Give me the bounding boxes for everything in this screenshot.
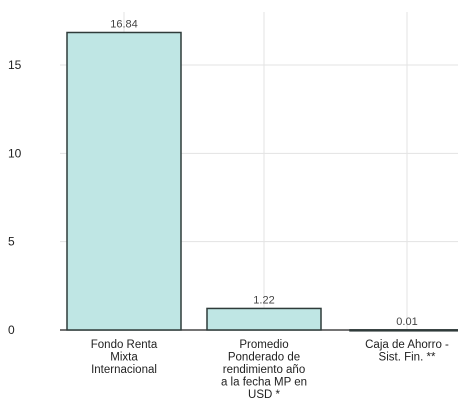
x-category-label-line: Fondo Renta [91, 339, 158, 351]
x-category-label-line: rendimiento año [223, 364, 305, 376]
x-category-label: Fondo Renta Mixta Internacional [91, 339, 158, 376]
y-tick-label: 10 [8, 146, 22, 160]
x-category-label-line: Promedio [239, 339, 288, 351]
labels: 0 5 10 15 16.84 Fondo Renta Mixta Internacional… [8, 18, 449, 401]
bar [349, 329, 458, 332]
data-label: 1.22 [253, 294, 274, 306]
y-tick-label: 0 [8, 323, 15, 337]
bar [206, 307, 322, 331]
x-category-label-line: Mixta [110, 352, 138, 364]
x-category-label-line: a la fecha MP en [221, 377, 307, 389]
bar [66, 31, 182, 331]
y-tick-label: 5 [8, 235, 15, 249]
data-label: 0.01 [396, 316, 417, 328]
x-category-label-line: Internacional [91, 364, 157, 376]
x-category-label-line: Caja de Ahorro - [365, 339, 449, 351]
bars [66, 31, 458, 332]
data-label: 16.84 [110, 18, 138, 30]
x-category-label-line: USD * [248, 389, 280, 401]
y-tick-label: 15 [8, 58, 22, 72]
x-category-label: Promedio Ponderado de rendimiento año a la … [221, 339, 307, 401]
x-category-label-line: Ponderado de [228, 352, 300, 364]
x-category-label: Caja de Ahorro -Sist. Fin. ** [365, 339, 449, 364]
x-category-label-line: Sist. Fin. ** [379, 352, 436, 364]
